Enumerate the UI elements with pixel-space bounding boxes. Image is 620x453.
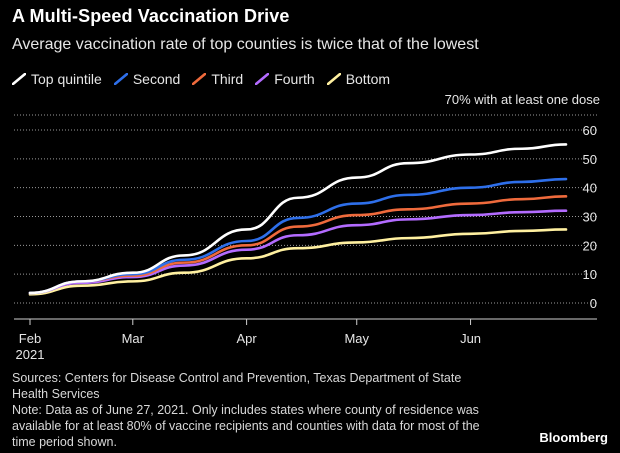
legend-label: Top quintile — [31, 71, 102, 87]
x-year-label: 2021 — [16, 347, 45, 362]
y-tick-label: 20 — [583, 238, 597, 253]
legend-label: Third — [211, 71, 244, 87]
legend-swatch — [113, 73, 128, 85]
series-line-third — [28, 195, 568, 295]
y-tick-label: 30 — [583, 210, 597, 225]
legend-label: Bottom — [345, 71, 391, 87]
legend-label: Fourth — [274, 71, 315, 87]
threshold-annotation: 70% with at least one dose — [444, 92, 600, 107]
series-line-top-quintile — [28, 143, 568, 295]
legend-item: Bottom — [326, 71, 391, 87]
y-tick-label: 50 — [583, 152, 597, 167]
y-tick-label: 40 — [583, 181, 597, 196]
x-tick-label: Apr — [236, 331, 257, 346]
y-tick-label: 60 — [583, 123, 597, 138]
series-line-bottom — [28, 228, 568, 296]
x-tick-label: Jun — [460, 331, 481, 346]
bloomberg-logo: Bloomberg — [539, 430, 608, 445]
note-text: Note: Data as of June 27, 2021. Only inc… — [12, 403, 480, 449]
y-tick-label: 10 — [583, 267, 597, 282]
legend-item: Third — [192, 71, 243, 87]
legend-swatch — [192, 73, 207, 85]
legend: Top quintile Second Third Fourth Bottom — [12, 71, 390, 87]
legend-swatch — [12, 73, 26, 85]
x-tick-label: Mar — [122, 331, 145, 346]
legend-label: Second — [132, 71, 181, 87]
chart-subtitle: Average vaccination rate of top counties… — [12, 36, 479, 53]
footer-notes: Sources: Centers for Disease Control and… — [12, 370, 492, 450]
legend-item: Top quintile — [12, 71, 102, 87]
sources-text: Sources: Centers for Disease Control and… — [12, 371, 462, 401]
chart-title: A Multi-Speed Vaccination Drive — [12, 6, 290, 26]
x-tick-label: Feb — [19, 331, 41, 346]
series-line-fourth — [28, 209, 568, 295]
y-tick-label: 0 — [590, 296, 597, 311]
legend-item: Second — [113, 71, 181, 87]
legend-swatch — [255, 73, 270, 85]
legend-item: Fourth — [255, 71, 315, 87]
legend-swatch — [326, 73, 341, 85]
x-tick-label: May — [344, 331, 369, 346]
